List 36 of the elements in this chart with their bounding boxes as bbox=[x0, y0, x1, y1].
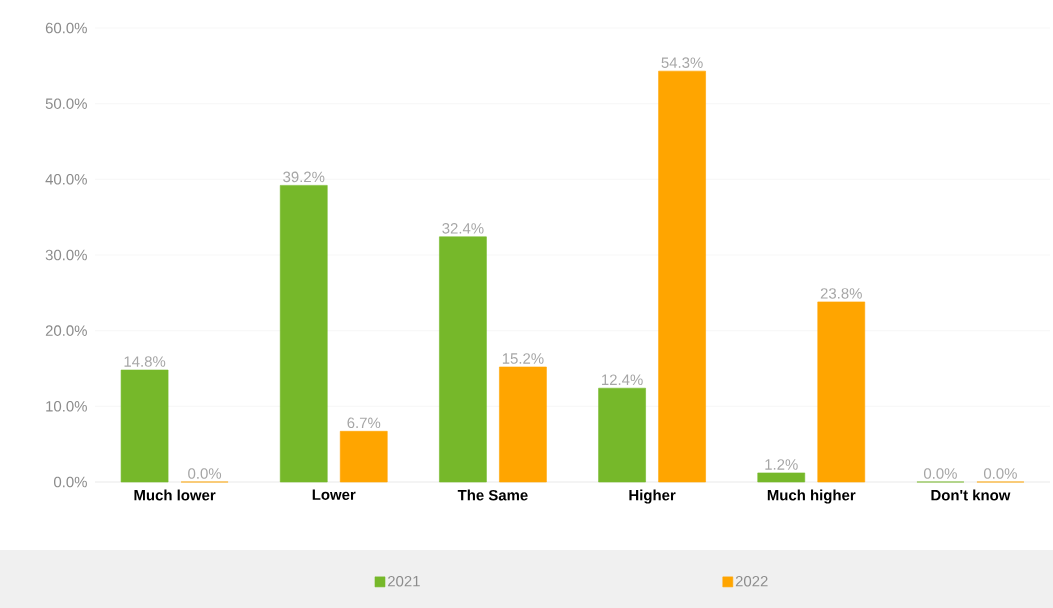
data-label: 39.2% bbox=[283, 171, 325, 183]
data-label: 23.8% bbox=[820, 288, 862, 299]
y-tick-label: 40.0% bbox=[45, 174, 87, 185]
y-tick-label: 10.0% bbox=[46, 401, 87, 412]
bar bbox=[279, 185, 328, 483]
y-tick-label: 60.0% bbox=[45, 22, 87, 34]
data-label: 12.4% bbox=[602, 374, 643, 385]
x-tick-label: Don't know bbox=[931, 489, 1011, 501]
y-tick-label: 30.0% bbox=[45, 249, 87, 261]
bar bbox=[658, 70, 706, 483]
data-label: 1.2% bbox=[765, 459, 798, 470]
legend-label: 2022 bbox=[735, 575, 768, 587]
data-label: 0.0% bbox=[923, 468, 957, 479]
x-tick-label: Much lower bbox=[134, 489, 216, 501]
bar bbox=[817, 301, 866, 483]
data-label: 54.3% bbox=[661, 57, 703, 68]
bar bbox=[598, 387, 646, 483]
data-label: 0.0% bbox=[983, 468, 1017, 479]
bar bbox=[439, 236, 487, 483]
x-tick-label: Higher bbox=[629, 489, 676, 504]
bar bbox=[339, 431, 388, 483]
data-label: 6.7% bbox=[347, 417, 381, 429]
x-tick-label: Lower bbox=[312, 489, 356, 500]
data-label: 0.0% bbox=[188, 468, 222, 479]
y-tick-label: 50.0% bbox=[45, 98, 87, 109]
legend-label: 2021 bbox=[388, 575, 420, 587]
y-tick-label: 0.0% bbox=[54, 476, 87, 488]
bar bbox=[120, 369, 169, 483]
y-tick-label: 20.0% bbox=[45, 325, 87, 336]
x-tick-label: Much higher bbox=[767, 489, 856, 504]
data-label: 14.8% bbox=[124, 356, 166, 367]
bar bbox=[757, 472, 806, 483]
x-tick-label: The Same bbox=[457, 489, 528, 501]
data-label: 15.2% bbox=[502, 353, 544, 364]
bar bbox=[499, 366, 547, 483]
data-label: 32.4% bbox=[442, 223, 484, 234]
